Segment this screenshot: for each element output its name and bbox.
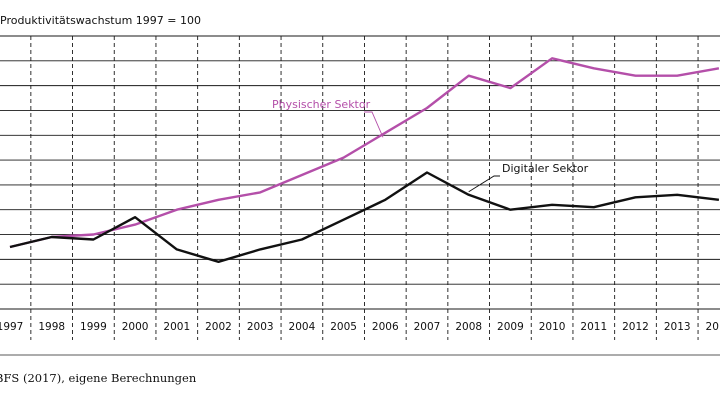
x-axis-ticks: 1997 1998 1999 2000 2001 2002 2003 2004 2005 2006… [0, 321, 720, 333]
x-tick-label: 1999 [80, 321, 107, 333]
x-tick-label: 2001 [163, 321, 190, 333]
series-line-physischer-sektor [9, 57, 720, 249]
x-tick-label: 2013 [664, 321, 691, 333]
x-tick-label: 2003 [247, 321, 274, 333]
x-tick-label: 2008 [455, 321, 482, 333]
x-tick-label: 2012 [622, 321, 649, 333]
series-line-digitaler-sektor [9, 171, 720, 263]
series-label-physischer-sektor: Physischer Sektor [272, 98, 371, 111]
x-tick-label: 2011 [580, 321, 607, 333]
x-tick-label: 2010 [539, 321, 566, 333]
series-label-digitaler-sektor: Digitaler Sektor [502, 162, 589, 175]
physischer-sektor-leader [364, 111, 384, 138]
chart-title: Produktivitätswachstum 1997 = 100 [0, 14, 201, 27]
x-tick-label: 2005 [330, 321, 357, 333]
x-tick-label: 2004 [289, 321, 316, 333]
x-tick-label: 2006 [372, 321, 399, 333]
digitaler-sektor-leader [468, 175, 500, 193]
series-layer: Physischer Sektor Digitaler Sektor [9, 57, 720, 263]
x-tick-label: 2014 [706, 321, 720, 333]
x-tick-label: 2009 [497, 321, 524, 333]
x-tick-label: 2002 [205, 321, 232, 333]
grid-lines [0, 35, 720, 340]
x-tick-label: 1997 [0, 321, 23, 333]
x-tick-label: 1998 [38, 321, 65, 333]
x-tick-label: 2000 [122, 321, 149, 333]
source-note: BFS (2017), eigene Berechnungen [0, 371, 197, 385]
x-tick-label: 2007 [414, 321, 441, 333]
